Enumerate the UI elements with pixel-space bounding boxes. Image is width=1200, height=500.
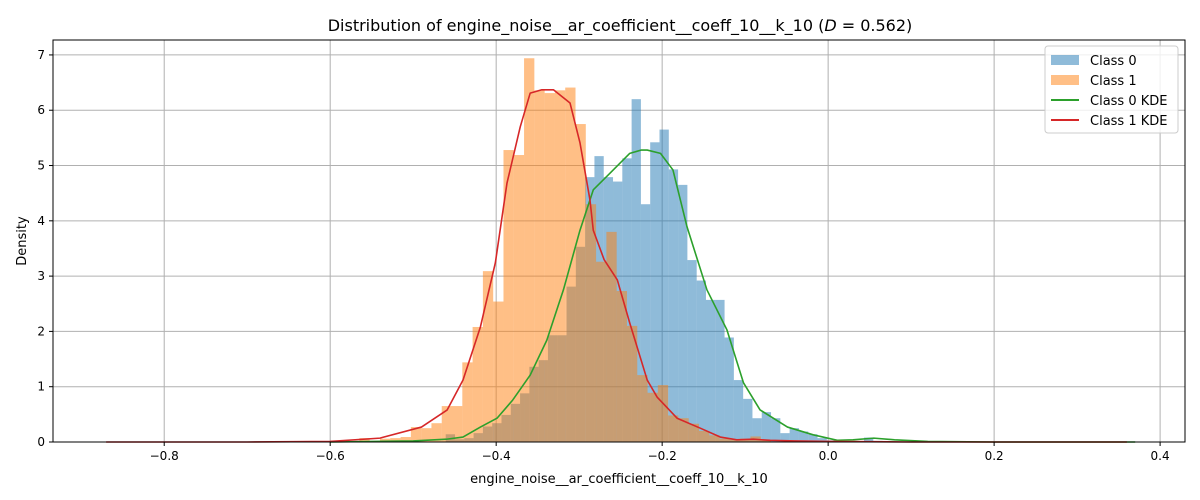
y-tick-label: 2 [37,324,45,338]
histogram-bar-class-0 [640,204,651,442]
legend-swatch [1051,75,1079,85]
histogram-bar-class-1 [585,204,597,442]
kde-line-class-1-kde [106,88,1127,443]
histogram-bar-class-0 [789,428,799,442]
y-tick-label: 4 [37,214,45,228]
histogram-bar-class-1 [647,392,658,442]
legend-label: Class 1 [1090,74,1137,89]
y-axis-label: Density [15,216,30,266]
histogram-bar-class-0 [696,280,706,442]
histogram-bar-class-1 [493,301,504,442]
histogram-bar-class-1 [616,291,627,442]
histogram-bar-class-0 [798,431,809,442]
histogram-bar-class-1 [524,58,535,443]
legend-frame [1044,45,1179,134]
histogram-bar-class-1 [606,231,617,442]
histogram-bar-class-1 [390,438,401,442]
grid [53,40,1185,443]
histogram-bar-class-0 [780,433,790,442]
x-tick-label: 0.4 [1151,449,1170,463]
histogram-bar-class-1 [575,124,586,443]
x-tick-label: 0.0 [819,449,838,463]
histogram-bar-class-0 [668,169,679,442]
histogram-bar-class-1 [452,406,463,442]
histogram-bar-class-1 [657,385,669,442]
histogram-bar-class-0 [761,412,772,442]
histogram-bar-class-1 [462,362,473,442]
legend-label: Class 1 KDE [1090,114,1168,129]
histogram-bar-class-0 [817,438,827,442]
histogram-bar-class-1 [534,90,545,442]
histogram-bar-class-0 [771,418,781,442]
histogram-bar-class-1 [760,439,772,442]
histogram-bar-class-1 [472,326,483,442]
histogram-bar-class-1 [359,438,370,442]
histogram-bar-class-1 [400,437,411,442]
histogram-bar-class-1 [421,428,432,442]
histogram-bar-class-0 [659,129,669,442]
legend-swatch [1051,55,1079,65]
y-tick-label: 7 [37,48,45,62]
histogram-bar-class-0 [808,434,818,442]
legend: Class 0 Class 1 Class 0 KDE Class 1 KDE [1044,45,1179,134]
x-tick-label: 0.2 [985,449,1004,463]
histogram-bar-class-1 [513,155,525,442]
histogram-bars [359,58,883,443]
histogram-bar-class-1 [626,325,638,442]
histogram-bar-class-0 [687,260,697,442]
histogram-bar-class-1 [431,423,442,442]
histogram-bar-class-1 [740,438,751,442]
histogram-bar-class-1 [410,427,422,442]
histogram-bar-class-0 [863,437,874,442]
histogram-bar-class-1 [544,93,555,442]
histogram-bar-class-1 [554,90,566,442]
kde-lines [106,88,1136,443]
histogram-bar-class-0 [650,142,660,442]
histogram-bar-class-0 [705,299,716,442]
x-axis-label: engine_noise__ar_coefficient__coeff_10__… [470,472,768,487]
histogram-bar-class-0 [715,299,725,442]
histogram-bar-class-1 [709,435,720,442]
x-tick-label: −0.4 [482,449,511,463]
histogram-bar-class-1 [482,271,494,442]
y-tick-label: 6 [37,103,45,117]
y-tick-label: 1 [37,380,45,394]
histogram-bar-class-1 [688,423,700,442]
histogram-bar-class-1 [441,406,453,442]
histogram-bar-class-1 [678,418,689,442]
legend-label: Class 0 KDE [1090,94,1168,109]
plot-frame [52,39,1186,443]
histogram-bar-class-0 [724,337,734,442]
histogram-bar-class-1 [503,150,514,442]
histogram-bar-class-1 [637,375,648,442]
histogram-bar-class-1 [719,438,730,442]
kde-line-class-0-kde [330,149,1136,443]
histogram-bar-class-0 [631,99,641,442]
histogram-bar-class-1 [379,438,391,442]
chart-title: Distribution of engine_noise__ar_coeffic… [328,16,913,36]
y-tick-label: 5 [37,159,45,173]
x-tick-label: −0.2 [648,449,677,463]
legend-label: Class 0 [1090,54,1137,69]
histogram-bar-class-1 [668,415,679,442]
histogram-bar-class-0 [733,380,744,442]
y-tick-label: 3 [37,269,45,283]
histogram-bar-class-0 [678,184,688,443]
x-tick-label: −0.8 [150,449,179,463]
histogram-bar-class-1 [699,430,710,442]
x-tick-label: −0.6 [316,449,345,463]
y-tick-label: 0 [37,435,45,449]
histogram-bar-class-0 [743,398,753,442]
histogram-bar-class-1 [596,261,607,442]
axis-ticks: −0.8 −0.6 −0.4 −0.2 0.0 0.2 0.4 0 1 2 3 4 5 6 7 [37,48,1169,463]
histogram-bar-class-0 [752,418,762,442]
histogram-bar-class-1 [729,439,741,442]
